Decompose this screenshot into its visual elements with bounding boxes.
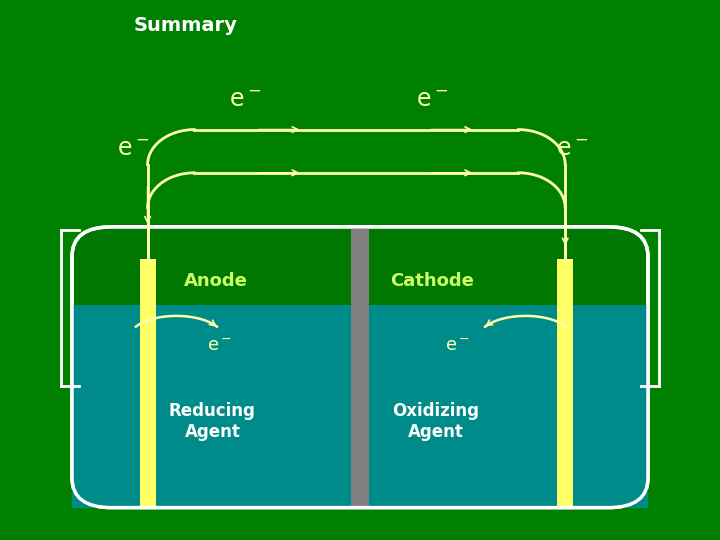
Text: e$^-$: e$^-$ xyxy=(445,336,469,355)
Bar xyxy=(72,305,648,508)
Text: e$^-$: e$^-$ xyxy=(416,88,448,112)
Text: e$^-$: e$^-$ xyxy=(557,137,588,160)
Text: Reducing
Agent: Reducing Agent xyxy=(169,402,256,441)
Text: Oxidizing
Agent: Oxidizing Agent xyxy=(392,402,479,441)
Bar xyxy=(557,259,573,508)
FancyBboxPatch shape xyxy=(72,227,648,508)
Bar xyxy=(140,259,156,508)
Bar xyxy=(351,227,369,508)
Text: e$^-$: e$^-$ xyxy=(117,137,149,160)
Text: e$^-$: e$^-$ xyxy=(229,88,261,112)
Text: Summary: Summary xyxy=(133,16,237,35)
Text: e$^-$: e$^-$ xyxy=(207,336,232,355)
Text: Cathode: Cathode xyxy=(390,272,474,290)
Text: Anode: Anode xyxy=(184,272,248,290)
